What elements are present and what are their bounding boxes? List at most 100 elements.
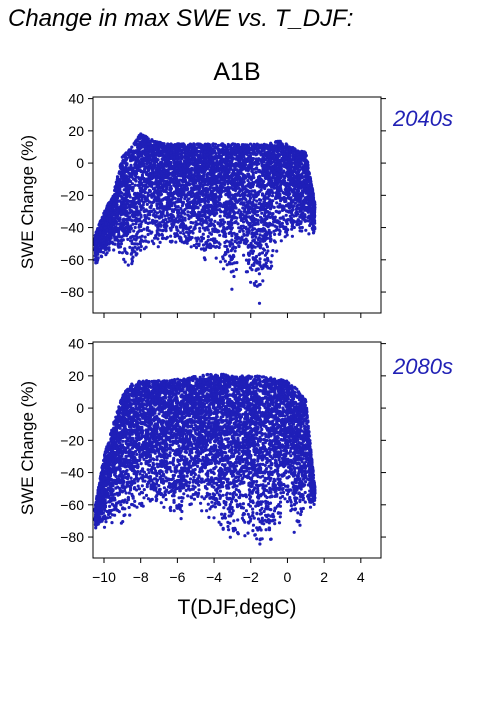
scatter-point bbox=[283, 199, 287, 204]
scatter-point bbox=[143, 165, 147, 169]
scatter-point bbox=[175, 185, 179, 190]
scatter-point bbox=[133, 245, 137, 249]
scatter-point bbox=[275, 249, 279, 253]
scatter-point bbox=[268, 211, 273, 216]
scatter-point bbox=[256, 193, 260, 197]
scatter-point bbox=[132, 229, 136, 233]
scatter-point bbox=[298, 226, 302, 230]
scatter-point bbox=[139, 244, 143, 249]
scatter-point bbox=[282, 205, 286, 209]
scatter-point bbox=[115, 222, 119, 226]
scatter-point bbox=[143, 235, 147, 239]
scatter-point bbox=[181, 191, 186, 195]
scatter-point bbox=[257, 253, 261, 257]
scatter-point bbox=[132, 142, 136, 146]
scatter-point bbox=[218, 233, 222, 237]
scatter-point bbox=[148, 209, 152, 213]
scatter-point bbox=[241, 203, 246, 207]
scatter-point bbox=[173, 196, 177, 200]
scatter-points-2040s bbox=[93, 132, 317, 305]
scatter-point bbox=[153, 236, 157, 240]
scatter-point bbox=[278, 139, 282, 143]
scatter-point bbox=[141, 239, 145, 243]
scatter-point bbox=[226, 220, 230, 224]
scatter-point bbox=[218, 242, 222, 246]
scatter-point bbox=[275, 210, 279, 214]
scatter-point bbox=[184, 203, 188, 207]
scatter-point bbox=[130, 145, 134, 149]
scatter-point bbox=[261, 247, 265, 251]
scatter-point bbox=[306, 219, 311, 223]
figure-title: Change in max SWE vs. T_DJF: bbox=[8, 5, 353, 32]
scatter-point bbox=[191, 221, 195, 225]
scatter-point bbox=[230, 234, 234, 238]
scatter-point bbox=[249, 280, 253, 284]
scatter-point bbox=[258, 174, 262, 178]
scatter-point bbox=[203, 214, 207, 218]
scatter-point bbox=[231, 193, 235, 198]
scenario-title: A1B bbox=[213, 58, 260, 86]
scatter-point bbox=[132, 199, 136, 203]
scatter-point bbox=[104, 253, 108, 257]
scatter-point bbox=[253, 241, 257, 245]
scatter-point bbox=[237, 169, 241, 173]
scatter-point bbox=[124, 174, 128, 178]
scatter-point bbox=[246, 194, 250, 198]
scatter-point bbox=[260, 211, 264, 215]
scatter-point bbox=[155, 229, 159, 233]
scatter-point bbox=[203, 201, 207, 205]
scatter-point bbox=[150, 239, 154, 243]
scatter-point bbox=[214, 256, 218, 260]
scatter-point bbox=[178, 173, 182, 178]
scatter-point bbox=[247, 231, 251, 235]
scatter-point bbox=[246, 179, 250, 183]
scatter-point bbox=[150, 201, 155, 205]
scatter-point bbox=[258, 208, 262, 212]
scatter-point bbox=[185, 241, 189, 245]
scatter-point bbox=[217, 195, 221, 199]
scatter-point bbox=[223, 259, 227, 263]
scatter-point bbox=[240, 179, 244, 183]
scatter-point bbox=[250, 189, 254, 193]
scatter-point bbox=[253, 245, 257, 249]
scatter-point bbox=[189, 245, 193, 249]
scatter-point bbox=[225, 247, 230, 252]
scatter-point bbox=[246, 150, 250, 154]
scatter-point bbox=[256, 213, 260, 217]
scatter-point bbox=[234, 267, 238, 272]
scatter-point bbox=[222, 225, 226, 229]
scatter-point bbox=[297, 203, 301, 207]
scatter-point bbox=[131, 222, 135, 226]
scatter-point bbox=[178, 224, 182, 228]
scatter-point bbox=[268, 183, 272, 187]
scatter-point bbox=[194, 246, 199, 250]
scatter-point bbox=[246, 261, 251, 266]
scatter-point bbox=[128, 154, 133, 158]
scatter-point bbox=[227, 195, 231, 199]
scatter-point bbox=[252, 198, 256, 202]
scatter-point bbox=[290, 227, 294, 231]
scatter-point bbox=[139, 248, 143, 252]
scatter-point bbox=[265, 245, 269, 249]
scatter-point bbox=[261, 279, 265, 283]
scatter-point bbox=[253, 190, 257, 194]
scatter-point bbox=[145, 202, 149, 206]
scatter-point bbox=[144, 220, 148, 224]
scatter-point bbox=[211, 244, 215, 248]
scatter-point bbox=[235, 232, 239, 236]
scatter-point bbox=[125, 200, 129, 204]
scatter-point bbox=[135, 235, 139, 239]
scatter-point bbox=[313, 205, 317, 209]
scatter-point bbox=[182, 184, 186, 188]
scatter-point bbox=[236, 222, 240, 226]
scatter-point bbox=[233, 153, 237, 157]
scatter-point bbox=[221, 267, 226, 271]
scatter-point bbox=[216, 229, 221, 234]
scatter-point bbox=[216, 222, 220, 226]
scatter-point bbox=[140, 234, 144, 238]
scatter-point bbox=[209, 238, 213, 242]
scatter-point bbox=[153, 196, 157, 200]
scatter-point bbox=[182, 232, 186, 236]
scatter-point bbox=[122, 220, 126, 225]
scatter-point bbox=[245, 270, 249, 274]
